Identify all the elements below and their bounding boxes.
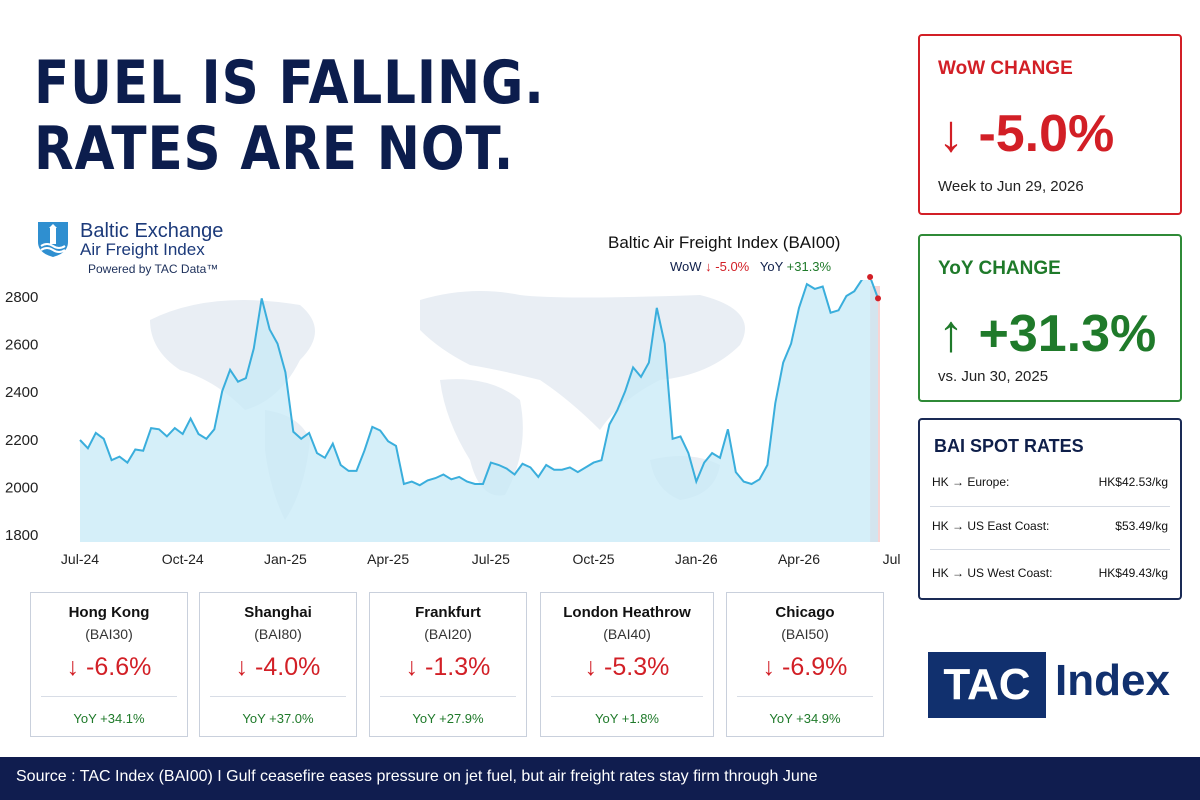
x-tick-label: Apr-25 (367, 551, 409, 567)
spot-rates-title: BAI SPOT RATES (934, 436, 1084, 456)
divider (930, 506, 1170, 507)
city-wow-change: ↓ -4.0% (235, 653, 321, 681)
city-card-frankfurt: Frankfurt (BAI20) ↓ -1.3% YoY +27.9% (369, 592, 527, 737)
y-tick-label: 1800 (5, 527, 38, 544)
x-tick-label: Oct-24 (162, 551, 204, 567)
divider (41, 696, 177, 697)
divider (380, 696, 516, 697)
city-card-chicago: Chicago (BAI50) ↓ -6.9% YoY +34.9% (726, 592, 884, 737)
logo-subtitle: Air Freight Index (80, 240, 205, 259)
headline-line-2: RATES ARE NOT. (34, 114, 515, 184)
yoy-change-card: YoY CHANGE ↑ +31.3% vs. Jun 30, 2025 (918, 234, 1182, 402)
spot-rate-row: HK → US East Coast: $53.49/kg (932, 519, 1168, 539)
spot-route: HK → Europe: (932, 475, 1010, 489)
yoy-change-value: ↑ +31.3% (938, 305, 1157, 363)
city-code: (BAI20) (424, 626, 472, 642)
series-line (79, 280, 879, 487)
spot-route: HK → US East Coast: (932, 519, 1050, 533)
lighthouse-shield-icon (38, 222, 68, 257)
city-yoy-change: YoY +27.9% (412, 711, 484, 726)
divider (737, 696, 873, 697)
chart-yoy-label: YoY (759, 259, 784, 274)
city-wow-change: ↓ -6.6% (66, 653, 152, 681)
chart-wow-label: WoW (670, 259, 702, 274)
source-footer: Source : TAC Index (BAI00) I Gulf ceasef… (0, 757, 1200, 800)
y-tick-label: 2200 (5, 432, 38, 449)
headline-line-1: FUEL IS FALLING. (34, 48, 545, 118)
tac-logo-box: TAC (928, 652, 1046, 718)
x-tick-label: Jul-26 (883, 551, 900, 567)
chart-summary: WoW ↓ -5.0% YoY +31.3% (670, 259, 831, 274)
x-tick-label: Jan-25 (264, 551, 307, 567)
headline: FUEL IS FALLING. RATES ARE NOT. (34, 50, 584, 182)
logo-powered-by: Powered by TAC Data™ (88, 262, 219, 276)
city-card-london-heathrow: London Heathrow (BAI40) ↓ -5.3% YoY +1.8… (540, 592, 714, 737)
series-area (80, 280, 878, 542)
spot-rate-row: HK → Europe: HK$42.53/kg (932, 475, 1168, 495)
city-code: (BAI80) (254, 626, 302, 642)
city-wow-change: ↓ -5.3% (584, 653, 670, 681)
city-yoy-change: YoY +37.0% (242, 711, 314, 726)
y-tick-label: 2800 (5, 289, 38, 306)
chart-title: Baltic Air Freight Index (BAI00) (608, 233, 841, 252)
divider (930, 549, 1170, 550)
tac-index-logo: TAC Index (928, 652, 1178, 722)
chart-wow-value: ↓ -5.0% (705, 259, 750, 274)
bai00-area-chart: 1800 2000 2200 2400 2600 2800 Jul-24 Oct-24 Jan… (5, 273, 900, 567)
city-card-shanghai: Shanghai (BAI80) ↓ -4.0% YoY +37.0% (199, 592, 357, 737)
city-name: Chicago (775, 604, 835, 621)
baltic-exchange-logo: Baltic Exchange Air Freight Index Powere… (36, 220, 296, 280)
city-card-hong-kong: Hong Kong (BAI30) ↓ -6.6% YoY +34.1% (30, 592, 188, 737)
wow-change-note: Week to Jun 29, 2026 (938, 178, 1084, 195)
spot-value: $53.49/kg (1115, 519, 1168, 533)
logo-title: Baltic Exchange (80, 220, 224, 242)
chart-yoy-value: +31.3% (786, 259, 832, 274)
spot-rate-row: HK → US West Coast: HK$49.43/kg (932, 566, 1168, 586)
x-tick-label: Apr-26 (778, 551, 820, 567)
city-yoy-change: YoY +34.1% (73, 711, 145, 726)
spot-route: HK → US West Coast: (932, 566, 1053, 580)
y-tick-label: 2400 (5, 384, 38, 401)
city-wow-change: ↓ -6.9% (762, 653, 848, 681)
city-name: London Heathrow (563, 604, 691, 621)
y-tick-label: 2600 (5, 337, 38, 354)
x-tick-label: Jul-25 (472, 551, 510, 567)
city-code: (BAI30) (85, 626, 133, 642)
wow-change-value: ↓ -5.0% (938, 105, 1115, 163)
city-name: Shanghai (244, 604, 312, 621)
city-wow-change: ↓ -1.3% (405, 653, 491, 681)
y-tick-label: 2000 (5, 479, 38, 496)
city-yoy-change: YoY +1.8% (595, 711, 659, 726)
city-code: (BAI50) (781, 626, 829, 642)
tac-logo-word: Index (1055, 656, 1170, 705)
city-name: Hong Kong (68, 604, 150, 621)
city-yoy-change: YoY +34.9% (769, 711, 841, 726)
yoy-change-note: vs. Jun 30, 2025 (938, 368, 1049, 385)
x-tick-label: Jan-26 (675, 551, 718, 567)
spot-rates-card: BAI SPOT RATES HK → Europe: HK$42.53/kg … (918, 418, 1182, 600)
divider (210, 696, 346, 697)
yoy-change-label: YoY CHANGE (938, 258, 1061, 279)
x-tick-label: Jul-24 (61, 551, 99, 567)
x-tick-label: Oct-25 (573, 551, 615, 567)
divider (551, 696, 703, 697)
wow-change-card: WoW CHANGE ↓ -5.0% Week to Jun 29, 2026 (918, 34, 1182, 215)
spot-value: HK$42.53/kg (1098, 475, 1168, 489)
data-point-marker (867, 273, 874, 280)
data-point-marker (875, 295, 881, 302)
spot-value: HK$49.43/kg (1098, 566, 1168, 580)
city-name: Frankfurt (415, 604, 481, 621)
wow-change-label: WoW CHANGE (938, 58, 1073, 79)
city-code: (BAI40) (603, 626, 651, 642)
